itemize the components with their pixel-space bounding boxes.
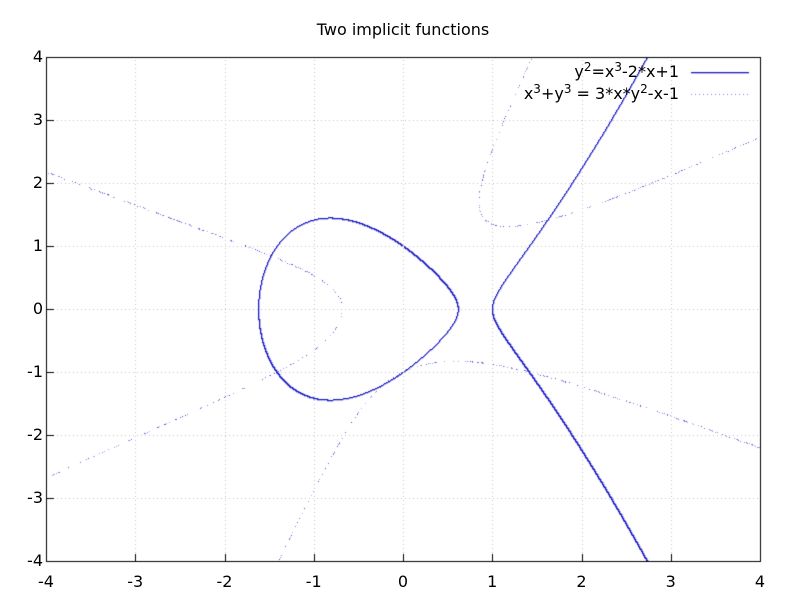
legend-label: 3 [533, 82, 541, 96]
legend-label: 2 [583, 60, 592, 74]
legend-entry: y2=x3-2*x+1 [574, 60, 679, 83]
y-tick-label: 1 [32, 236, 43, 255]
x-tick-label: 1 [487, 572, 498, 591]
y-tick-label: -2 [27, 425, 43, 444]
x-tick-label: -2 [216, 572, 233, 591]
y-tick-label: -4 [27, 551, 43, 570]
legend-label: 3 [614, 60, 622, 74]
x-tick-label: -3 [127, 572, 144, 591]
y-tick-label: 3 [32, 110, 43, 129]
legend-label: = 3*x*y [571, 84, 641, 103]
y-tick-label: 4 [32, 47, 43, 66]
y-tick-label: -3 [27, 488, 43, 507]
legend-label: y [574, 62, 584, 81]
y-tick-label: 0 [32, 299, 43, 318]
legend-label: 3 [563, 82, 572, 96]
legend-label: -x-1 [647, 84, 679, 103]
chart-title: Two implicit functions [316, 20, 490, 39]
y-tick-label: -1 [27, 362, 43, 381]
legend-label: 2 [640, 82, 648, 96]
legend-label: +y [540, 84, 564, 103]
legend-label: =x [591, 62, 615, 81]
x-tick-label: 2 [576, 572, 587, 591]
x-tick-label: 3 [665, 572, 676, 591]
x-tick-label: -1 [305, 572, 322, 591]
legend-label: x [523, 84, 534, 103]
legend-entry: x3+y3 = 3*x*y2-x-1 [523, 82, 679, 105]
x-tick-label: 0 [397, 572, 409, 591]
x-tick-label: -4 [38, 572, 54, 591]
x-tick-label: 4 [754, 572, 766, 591]
y-tick-label: 2 [32, 173, 43, 192]
legend-label: -2*x+1 [621, 62, 679, 81]
